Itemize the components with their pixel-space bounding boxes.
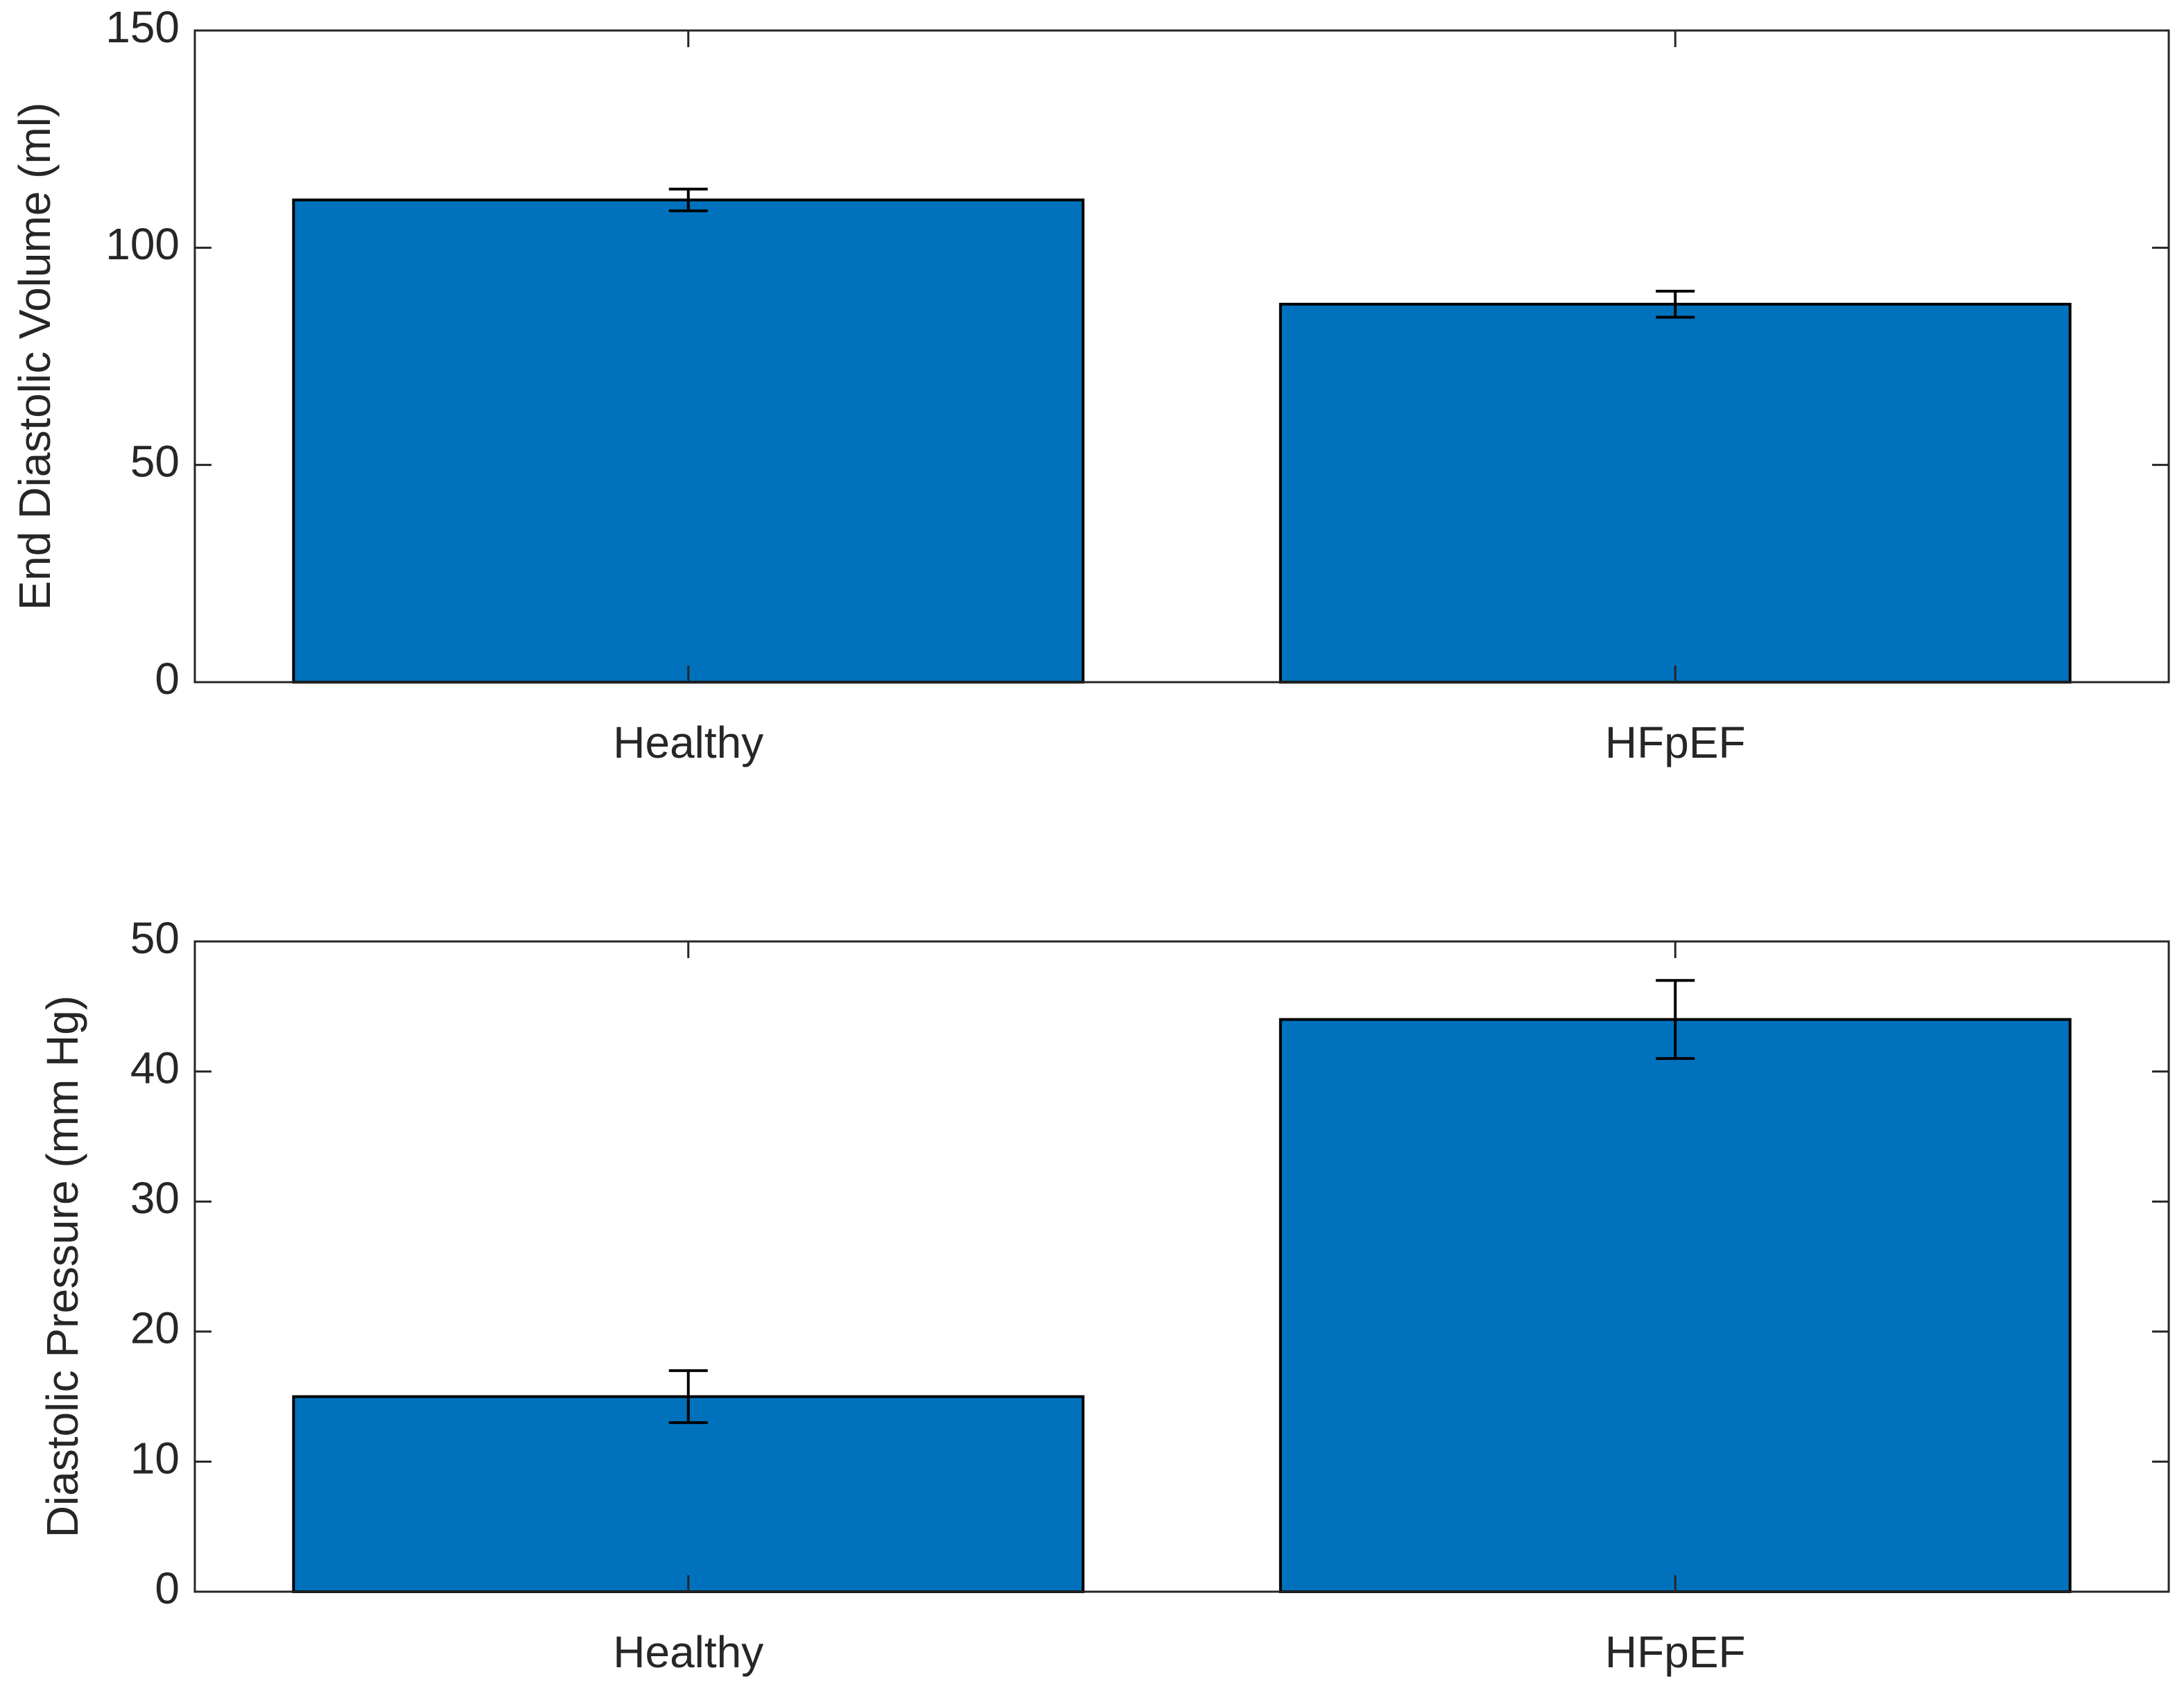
y-tick-label: 0 [155,654,180,704]
y-tick-label: 20 [130,1303,180,1353]
y-tick-label: 50 [130,437,180,487]
y-tick-label: 100 [105,219,180,269]
bar [292,1395,1085,1593]
x-tick-label: Healthy [613,1627,763,1677]
axes-box [193,940,2170,1593]
y-tick-label: 40 [130,1043,180,1093]
y-axis-label: Diastolic Pressure (mm Hg) [37,996,87,1538]
bar [1279,302,2072,684]
y-tick-label: 10 [130,1433,180,1483]
y-axis-label: End Diastolic Volume (ml) [10,103,60,611]
x-tick-label: Healthy [613,718,763,767]
x-tick-label: HFpEF [1605,718,1746,767]
y-tick-label: 150 [105,2,180,52]
y-tick-label: 50 [130,913,180,963]
bar [292,198,1085,684]
bar [1279,1018,2072,1594]
x-tick-label: HFpEF [1605,1627,1746,1677]
axes-box [193,29,2170,684]
y-tick-label: 0 [155,1563,180,1613]
y-tick-label: 30 [130,1173,180,1223]
